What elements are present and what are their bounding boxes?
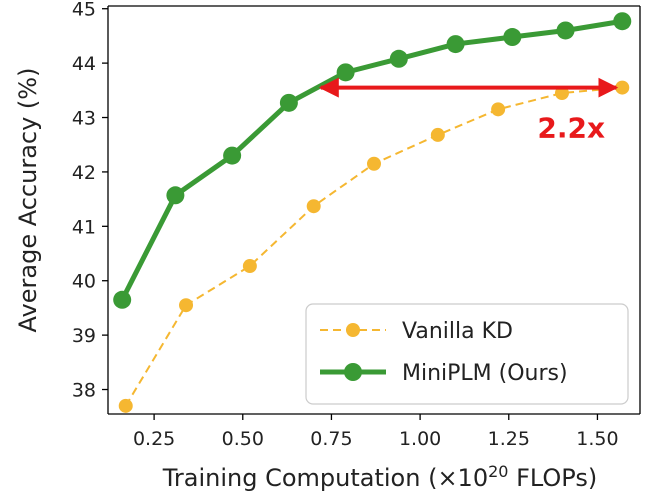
- x-axis-title-suffix: FLOPs): [508, 464, 597, 492]
- data-point-series-0: [367, 156, 381, 171]
- x-tick-label: 0.50: [222, 428, 264, 450]
- axes: [107, 5, 641, 415]
- data-point-series-1: [336, 63, 355, 82]
- legend-label-vanilla-kd: Vanilla KD: [402, 319, 513, 344]
- data-point-series-1: [556, 21, 575, 40]
- data-point-series-0: [306, 199, 321, 214]
- y-tick-label: 41: [72, 216, 96, 238]
- x-axis-title-prefix: Training Computation (×10: [162, 464, 488, 492]
- data-point-series-0: [118, 398, 133, 413]
- x-axis-title-sup: 20: [488, 462, 508, 481]
- data-point-series-1: [446, 35, 465, 54]
- data-point-series-1: [166, 186, 185, 205]
- x-tick-label: 1.00: [399, 428, 441, 450]
- legend: Vanilla KD MiniPLM (Ours): [305, 303, 629, 405]
- y-tick-label: 43: [72, 108, 96, 130]
- y-tick-label: 44: [72, 53, 96, 75]
- ticks: 0.25 0.50 0.75 1.00 1.25 1.50 38 39 40 41 42 43 44 45: [72, 0, 619, 450]
- y-axis-title: Average Accuracy (%): [14, 68, 42, 333]
- x-axis-title: Training Computation (×1020 FLOPs): [162, 462, 597, 492]
- data-point-series-1: [279, 93, 298, 112]
- data-point-series-0: [430, 127, 445, 142]
- data-point-series-1: [389, 49, 408, 68]
- data-point-series-0: [615, 80, 630, 95]
- data-point-series-1: [223, 146, 242, 165]
- legend-marker-vanilla-kd: [346, 323, 360, 337]
- series-line-1: [119, 18, 623, 301]
- speedup-annotation: 2.2x: [318, 77, 619, 145]
- legend-marker-miniplm: [344, 363, 362, 381]
- data-point-series-0: [179, 298, 194, 313]
- y-tick-label: 45: [72, 0, 96, 21]
- y-tick-label: 39: [72, 325, 96, 347]
- data-point-series-1: [113, 290, 132, 309]
- series-layer: [113, 12, 632, 413]
- x-tick-label: 1.50: [576, 428, 618, 450]
- x-tick-label: 0.25: [133, 428, 175, 450]
- data-point-series-1: [613, 12, 632, 31]
- data-point-series-0: [491, 102, 506, 117]
- data-point-series-1: [503, 28, 522, 47]
- legend-label-miniplm: MiniPLM (Ours): [402, 361, 568, 386]
- x-tick-label: 0.75: [310, 428, 352, 450]
- x-tick-label: 1.25: [488, 428, 530, 450]
- legend-box: [305, 303, 629, 405]
- y-tick-label: 42: [72, 162, 96, 184]
- y-tick-label: 38: [72, 380, 96, 402]
- data-point-series-0: [242, 259, 257, 274]
- y-tick-label: 40: [72, 271, 96, 293]
- speedup-label: 2.2x: [537, 112, 605, 145]
